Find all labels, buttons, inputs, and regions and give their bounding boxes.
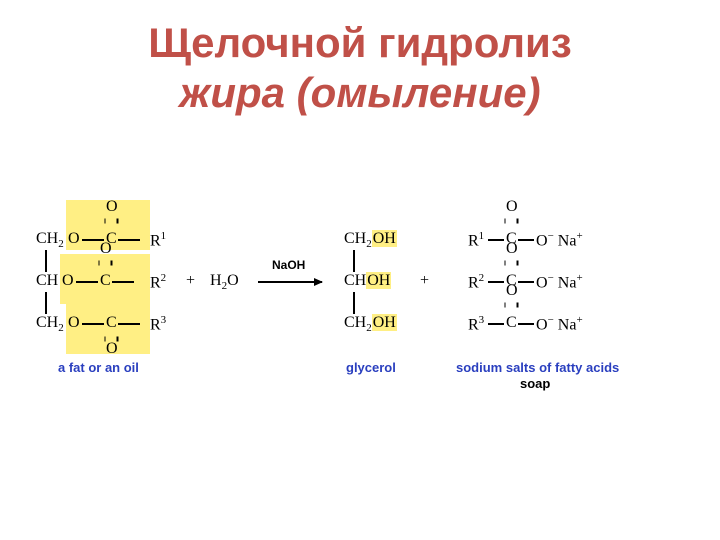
glycerol-row3: CH2OH bbox=[344, 314, 397, 334]
plus-1: + bbox=[186, 272, 195, 290]
salt-r1: R1 bbox=[468, 230, 484, 250]
glycerol-row2: CHOH bbox=[344, 272, 391, 290]
gly-bond-1 bbox=[353, 250, 355, 272]
ester-group-3: O C O bbox=[66, 304, 150, 354]
fat-r2: R2 bbox=[150, 272, 166, 292]
title-line2b: (омыление) bbox=[285, 69, 541, 116]
salts-label1: sodium salts of fatty acids bbox=[456, 360, 619, 375]
salt-r2: R2 bbox=[468, 272, 484, 292]
gly-bond-2 bbox=[353, 292, 355, 314]
fat-row2-ch: CH bbox=[36, 272, 58, 290]
plus-2: + bbox=[420, 272, 429, 290]
salt2-od: O bbox=[506, 240, 518, 258]
glycerol-row1: CH2OH bbox=[344, 230, 397, 250]
salt-r3: R3 bbox=[468, 314, 484, 334]
salt1-od: O bbox=[506, 198, 518, 216]
salts-label2: soap bbox=[520, 376, 550, 391]
glycerol-label: glycerol bbox=[346, 360, 396, 375]
fat-row3-ch2: CH2 bbox=[36, 314, 64, 334]
ester-group-2: O C O bbox=[60, 254, 150, 304]
salt3-oneg: O− Na+ bbox=[536, 314, 583, 334]
title-line1: Щелочной гидролиз bbox=[148, 19, 571, 66]
reaction-diagram: CH2 O C O R1 CH O C O R2 CH2 O C O R3 bbox=[0, 200, 720, 460]
title-line2a: жира bbox=[179, 69, 285, 116]
water: H2O bbox=[210, 272, 239, 292]
reaction-arrow bbox=[258, 281, 322, 283]
salt2-oneg: O− Na+ bbox=[536, 272, 583, 292]
reagent-label: NaOH bbox=[272, 258, 305, 272]
fat-r3: R3 bbox=[150, 314, 166, 334]
fat-r1: R1 bbox=[150, 230, 166, 250]
salt3-c: C bbox=[506, 314, 517, 332]
fat-label: a fat or an oil bbox=[58, 360, 139, 375]
fat-row1-ch2: CH2 bbox=[36, 230, 64, 250]
salt3-od: O bbox=[506, 282, 518, 300]
salt1-oneg: O− Na+ bbox=[536, 230, 583, 250]
slide-title: Щелочной гидролиз жира (омыление) bbox=[0, 0, 720, 119]
